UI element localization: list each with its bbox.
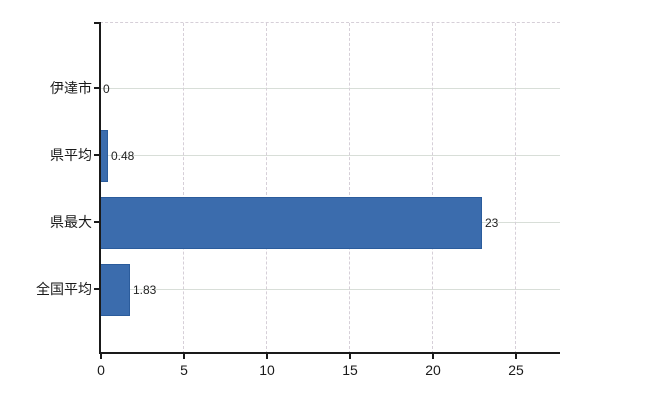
gridline-vertical (349, 23, 350, 354)
category-label: 伊達市 (50, 80, 92, 96)
x-axis-tick (432, 353, 434, 359)
bar-row: 0.48 (100, 130, 134, 182)
bar-value-label: 0 (103, 82, 110, 96)
bar (100, 264, 130, 316)
y-axis-line (99, 22, 101, 353)
x-axis-line (99, 352, 560, 354)
gridline-horizontal (100, 88, 560, 89)
gridline-vertical (183, 23, 184, 354)
bar-row: 0 (100, 63, 110, 115)
x-axis-tick (515, 353, 517, 359)
x-tick-label: 10 (259, 362, 275, 378)
x-tick-label: 5 (180, 362, 188, 378)
gridline-horizontal (100, 155, 560, 156)
gridline-vertical (515, 23, 516, 354)
bar-value-label: 0.48 (111, 149, 135, 163)
bar (100, 130, 108, 182)
x-tick-label: 20 (425, 362, 441, 378)
category-label: 県平均 (50, 147, 92, 163)
y-axis-tick (94, 288, 100, 290)
category-label: 全国平均 (36, 281, 92, 297)
y-axis-tick (94, 22, 100, 24)
category-label: 県最大 (50, 214, 92, 230)
bar-row: 23 (100, 197, 498, 249)
bar-value-label: 1.83 (133, 283, 157, 297)
bar-row: 1.83 (100, 264, 156, 316)
bar (100, 197, 482, 249)
x-tick-label: 25 (508, 362, 524, 378)
x-tick-label: 0 (97, 362, 105, 378)
x-axis-tick (100, 353, 102, 359)
bar-value-label: 23 (485, 216, 499, 230)
x-tick-label: 15 (342, 362, 358, 378)
y-axis-tick (94, 221, 100, 223)
gridline-vertical (432, 23, 433, 354)
plot-area: 0 0.48 23 1.83 (100, 22, 560, 354)
gridline-vertical (266, 23, 267, 354)
x-axis-tick (266, 353, 268, 359)
gridline-horizontal (100, 289, 560, 290)
x-axis-tick (349, 353, 351, 359)
x-axis-tick (183, 353, 185, 359)
y-axis-tick (94, 154, 100, 156)
y-axis-tick (94, 87, 100, 89)
